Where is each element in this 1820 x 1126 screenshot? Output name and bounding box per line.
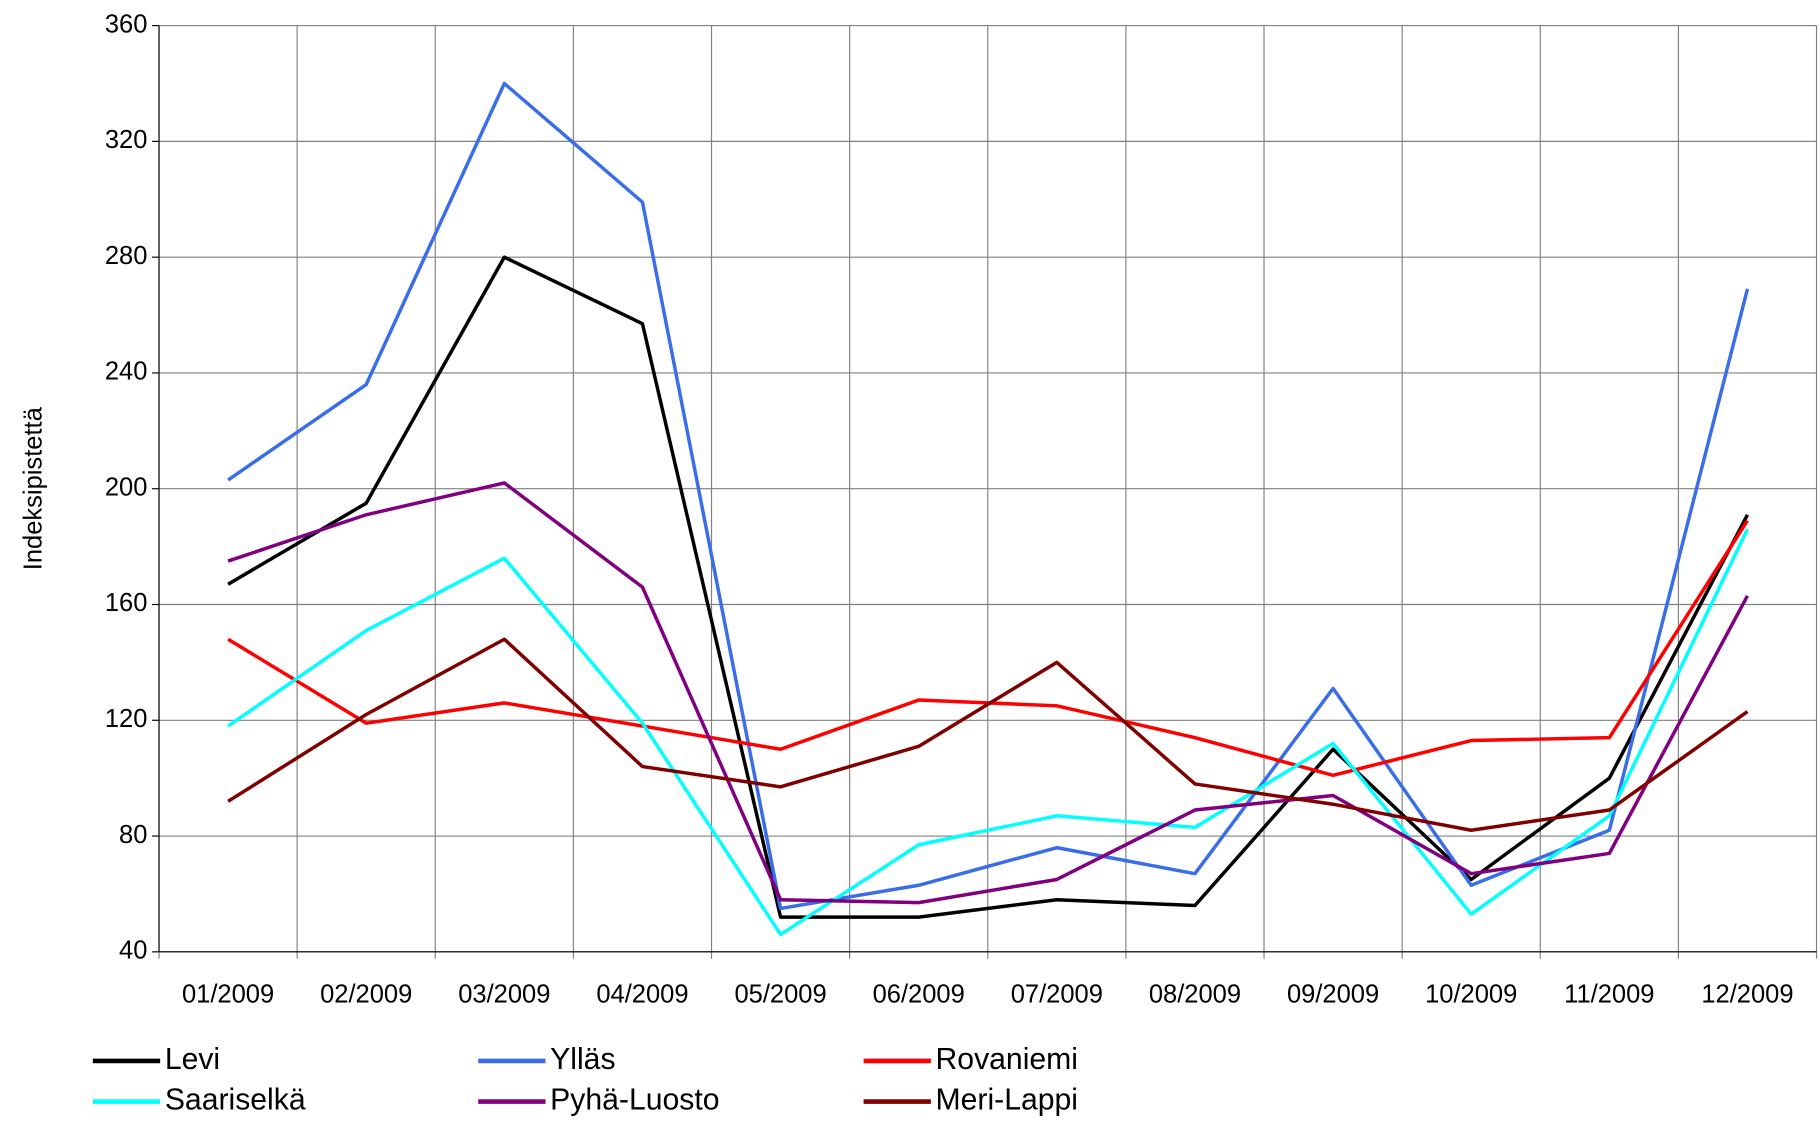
y-tick-label: 240 — [105, 358, 148, 386]
x-tick-label: 08/2009 — [1149, 981, 1241, 1009]
x-tick-label: 01/2009 — [182, 981, 274, 1009]
legend-label: Levi — [165, 1043, 220, 1076]
series-line — [227, 255, 1749, 919]
x-tick-label: 06/2009 — [873, 981, 965, 1009]
series-line — [227, 637, 1749, 833]
x-tick-label: 07/2009 — [1011, 981, 1103, 1009]
y-tick-label: 120 — [105, 705, 148, 733]
x-tick-label: 09/2009 — [1287, 981, 1379, 1009]
legend-label: Rovaniemi — [936, 1043, 1078, 1076]
x-tick-label: 12/2009 — [1701, 981, 1793, 1009]
y-tick-label: 160 — [105, 589, 148, 617]
legend-label: Meri-Lappi — [936, 1084, 1078, 1117]
y-tick-label: 360 — [105, 10, 148, 38]
y-tick-label: 80 — [119, 821, 147, 849]
x-tick-label: 02/2009 — [320, 981, 412, 1009]
legend-label: Saariselkä — [165, 1084, 306, 1117]
x-tick-label: 03/2009 — [458, 981, 550, 1009]
x-tick-label: 11/2009 — [1564, 981, 1654, 1009]
y-tick-label: 40 — [119, 937, 147, 965]
x-tick-label: 10/2009 — [1425, 981, 1517, 1009]
y-tick-label: 280 — [105, 242, 148, 270]
series-line — [227, 481, 1749, 905]
series-line — [227, 81, 1750, 911]
y-tick-label: 200 — [105, 473, 148, 501]
legend-label: Pyhä-Luosto — [550, 1084, 719, 1117]
series-line — [227, 528, 1750, 937]
x-tick-label: 05/2009 — [734, 981, 826, 1009]
x-tick-label: 04/2009 — [596, 981, 688, 1009]
legend-label: Ylläs — [550, 1043, 615, 1076]
y-tick-label: 320 — [105, 126, 148, 154]
y-axis-label: Indeksipistettä — [20, 406, 48, 570]
